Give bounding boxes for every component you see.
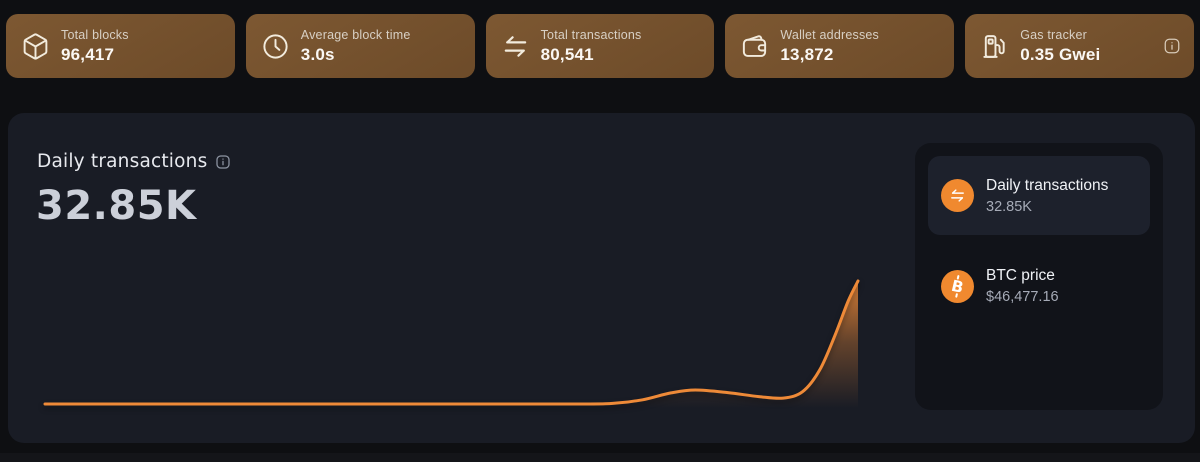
svg-text:B: B <box>950 276 966 296</box>
next-section-edge <box>0 453 1200 462</box>
gas-pump-icon <box>980 32 1009 61</box>
stat-value: 0.35 Gwei <box>1020 44 1101 64</box>
transfer-arrows-icon <box>941 179 974 212</box>
stat-value: 96,417 <box>61 44 115 64</box>
legend-value: $46,477.16 <box>986 289 1059 305</box>
stat-label: Gas tracker <box>1020 27 1087 42</box>
panel-title-row: Daily transactions <box>37 151 231 172</box>
stats-row: Total blocks 96,417 Average block time 3… <box>0 0 1200 78</box>
stat-card-wallet-addresses: Wallet addresses 13,872 <box>725 14 955 78</box>
legend-item-daily-transactions[interactable]: Daily transactions 32.85K <box>928 156 1150 235</box>
stat-value: 80,541 <box>540 44 594 64</box>
stat-value: 13,872 <box>780 44 834 64</box>
wallet-icon <box>740 32 769 61</box>
chart-area-fill <box>45 281 858 408</box>
stat-label: Average block time <box>300 27 411 42</box>
chart-line <box>43 279 860 406</box>
daily-transactions-panel: Daily transactions 32.85K <box>8 113 1195 443</box>
legend-value: 32.85K <box>986 198 1032 215</box>
legend-label: Daily transactions <box>986 176 1109 194</box>
clock-icon <box>261 32 290 61</box>
cube-icon <box>21 32 50 61</box>
panel-title: Daily transactions <box>37 151 208 172</box>
stat-value: 3.0s <box>300 44 335 64</box>
info-icon[interactable] <box>215 154 231 170</box>
bitcoin-icon: B <box>941 269 974 303</box>
stat-label: Total blocks <box>61 27 129 42</box>
daily-transactions-chart <box>43 279 860 408</box>
info-icon[interactable] <box>1163 37 1181 55</box>
stat-label: Wallet addresses <box>780 27 880 42</box>
stat-card-total-blocks: Total blocks 96,417 <box>6 14 235 78</box>
stat-card-gas-tracker: Gas tracker 0.35 Gwei <box>965 14 1194 78</box>
legend-item-btc-price[interactable]: B BTC price $46,477.16 <box>928 267 1150 305</box>
stat-card-average-block-time: Average block time 3.0s <box>245 14 475 78</box>
chart-legend-panel: Daily transactions 32.85K B BTC price $4… <box>915 143 1163 410</box>
stat-label: Total transactions <box>540 27 642 42</box>
daily-transactions-value: 32.85K <box>36 183 197 229</box>
legend-label: BTC price <box>986 267 1055 284</box>
stat-card-total-transactions: Total transactions 80,541 <box>485 14 715 78</box>
transfer-arrows-icon <box>501 32 530 61</box>
